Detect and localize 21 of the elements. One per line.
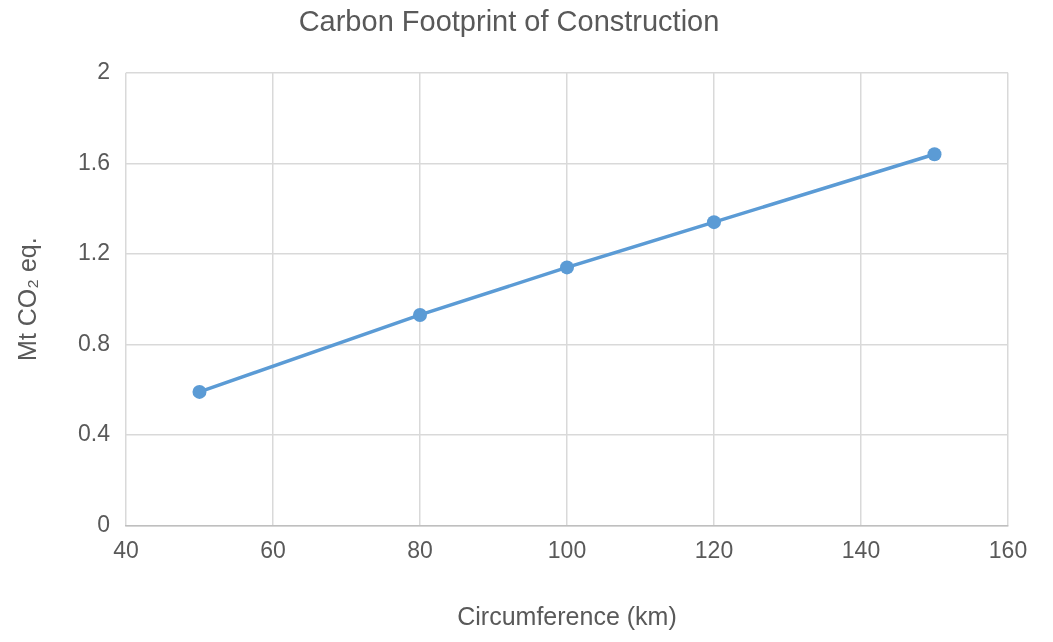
x-axis-title: Circumference (km)	[457, 601, 677, 630]
y-tick-label: 0	[97, 510, 110, 537]
x-tick-label: 80	[407, 536, 433, 563]
point	[412, 307, 427, 322]
y-tick-label: 0.8	[77, 329, 110, 356]
chart-title: Carbon Footprint of Construction	[298, 5, 720, 38]
x-tick-label: 40	[113, 536, 139, 563]
y-tick-label: 2	[97, 58, 110, 85]
y-tick-label: 1.6	[77, 148, 110, 175]
x-tick-label: 100	[547, 536, 587, 563]
point	[192, 384, 207, 399]
x-tick-label: 120	[694, 536, 734, 563]
x-tick-label: 160	[988, 536, 1028, 563]
x-tick-label: 60	[260, 536, 286, 563]
y-tick-label: 0.4	[77, 420, 111, 447]
x-tick-label: 140	[841, 536, 881, 563]
point	[706, 215, 721, 230]
point	[559, 260, 574, 275]
point	[927, 147, 942, 162]
y-axis-title: Mt CO₂ eq.	[12, 237, 41, 361]
y-tick-label: 1.2	[77, 239, 110, 266]
